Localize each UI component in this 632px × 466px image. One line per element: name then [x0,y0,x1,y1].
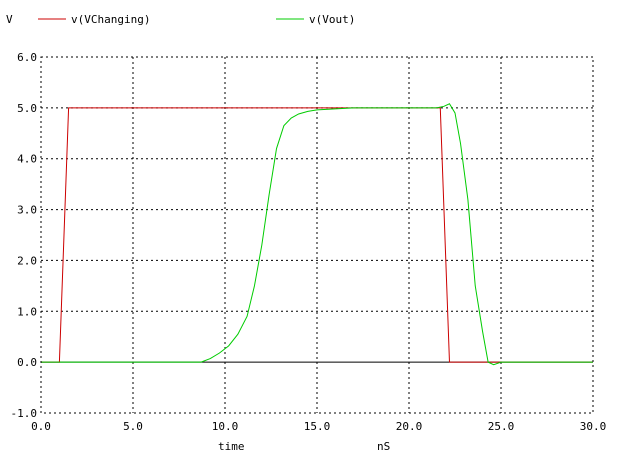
y-tick-labels: -1.0 0.0 1.0 2.0 3.0 4.0 5.0 6.0 [11,51,38,420]
plot-frame [40,56,594,414]
x-tick-label: 0.0 [31,420,51,433]
y-tick-label: 0.0 [17,356,37,369]
x-axis-unit: nS [377,440,390,453]
legend-label-vout: v(Vout) [309,13,355,26]
series-line-vout [41,103,593,366]
y-tick-label: 1.0 [17,305,37,318]
x-tick-label: 15.0 [304,420,331,433]
x-tick-label: 30.0 [580,420,607,433]
y-tick-label: 2.0 [17,254,37,267]
x-tick-label: 10.0 [212,420,239,433]
grid [41,57,593,413]
x-tick-label: 25.0 [488,420,515,433]
series-lines [41,103,593,366]
y-tick-label: 5.0 [17,102,37,115]
x-tick-label: 20.0 [396,420,423,433]
x-axis-label: time [218,440,245,453]
legend: v(VChanging) v(Vout) [38,13,355,26]
y-tick-label: 6.0 [17,51,37,64]
x-tick-labels: 0.0 5.0 10.0 15.0 20.0 25.0 30.0 [31,420,606,433]
y-axis-label: V [6,13,13,26]
legend-label-vchanging: v(VChanging) [71,13,150,26]
y-tick-label: 4.0 [17,153,37,166]
plot-border [40,56,594,414]
y-tick-label: 3.0 [17,204,37,217]
y-tick-label: -1.0 [11,407,38,420]
x-tick-label: 5.0 [123,420,143,433]
